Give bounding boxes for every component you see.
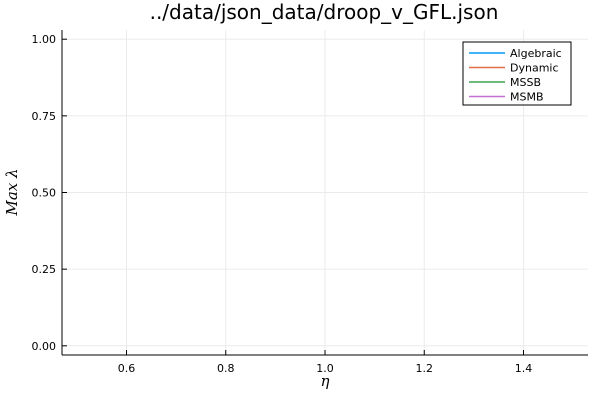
legend-label-msmb: MSMB xyxy=(510,91,544,104)
x-tick-label: 1.0 xyxy=(316,362,334,375)
y-axis-label: Max λ xyxy=(3,168,21,216)
y-ticks: 0.00 0.25 0.50 0.75 1.00 xyxy=(32,33,67,353)
chart-title: ../data/json_data/droop_v_GFL.json xyxy=(150,0,499,24)
x-tick-label: 1.2 xyxy=(415,362,433,375)
legend-label-mssb: MSSB xyxy=(510,76,541,89)
x-tick-label: 1.4 xyxy=(515,362,533,375)
x-ticks: 0.6 0.8 1.0 1.2 1.4 xyxy=(118,350,532,375)
legend-label-dynamic: Dynamic xyxy=(510,62,559,75)
legend-label-algebraic: Algebraic xyxy=(510,47,562,60)
y-tick-label: 0.50 xyxy=(32,187,57,200)
y-tick-label: 0.00 xyxy=(32,340,57,353)
y-tick-label: 1.00 xyxy=(32,33,57,46)
x-tick-label: 0.8 xyxy=(217,362,235,375)
grid xyxy=(62,30,588,355)
y-tick-label: 0.25 xyxy=(32,263,57,276)
y-tick-label: 0.75 xyxy=(32,110,57,123)
x-axis-label: η xyxy=(321,372,330,390)
x-tick-label: 0.6 xyxy=(118,362,136,375)
